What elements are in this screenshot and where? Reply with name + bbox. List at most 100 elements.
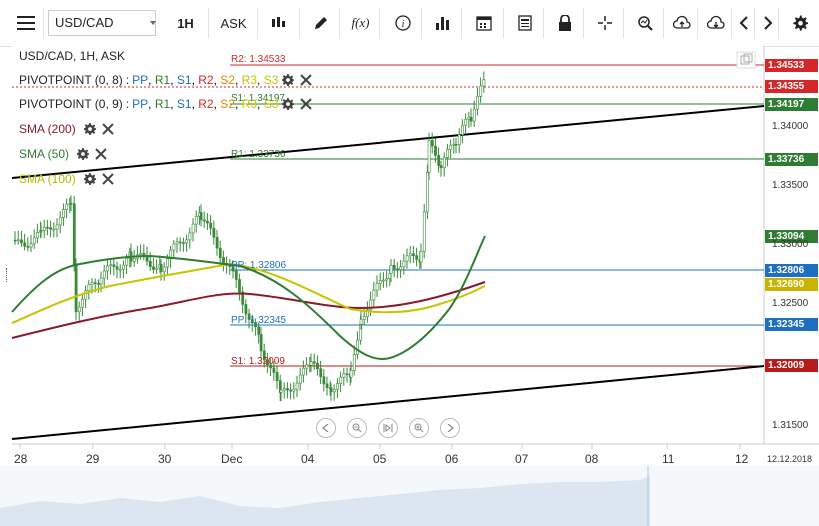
- candle-body: [244, 304, 248, 315]
- legend-separator: :: [125, 97, 130, 111]
- pivot-legend-1[interactable]: PIVOTPOINT (0, 8) : PP, R1, S1, R2, S2, …: [19, 73, 314, 87]
- zoom-in-button[interactable]: [409, 418, 429, 438]
- zoom-out-button[interactable]: [347, 418, 367, 438]
- template-button[interactable]: [506, 8, 544, 38]
- draw-button[interactable]: [302, 8, 340, 38]
- gear-icon[interactable]: [83, 173, 96, 185]
- pp-pivot-label-a: PP: 1.32806: [231, 260, 287, 271]
- candle-body: [74, 264, 78, 313]
- candle-body: [356, 339, 359, 355]
- cloud-download-icon: [706, 15, 725, 29]
- legend-comma: ,: [170, 97, 174, 111]
- price-tag: 1.33094: [765, 230, 818, 243]
- candle-body: [339, 376, 343, 384]
- gear-icon[interactable]: [83, 123, 96, 135]
- candle-body: [385, 278, 389, 281]
- candle-body: [84, 290, 88, 300]
- sma-50-legend[interactable]: SMA (50): [19, 147, 109, 161]
- price-chart[interactable]: [0, 46, 819, 526]
- sma-100-legend[interactable]: SMA (100): [19, 172, 116, 186]
- candle-body: [188, 232, 192, 241]
- zoom-button[interactable]: [626, 8, 664, 38]
- close-icon[interactable]: [101, 173, 114, 185]
- upload-button[interactable]: [666, 8, 698, 38]
- indicators-button[interactable]: f(x): [342, 8, 380, 38]
- close-icon[interactable]: [95, 148, 107, 160]
- candle-body: [106, 265, 109, 272]
- price-type-button[interactable]: ASK: [210, 8, 258, 38]
- reset-button[interactable]: [378, 418, 398, 438]
- r2-pivot-label: R2: 1.34533: [231, 54, 286, 65]
- candle-body: [262, 350, 266, 361]
- drag-handle[interactable]: [6, 268, 10, 282]
- legend-comma: ,: [170, 73, 174, 87]
- crosshair-button[interactable]: [586, 8, 624, 38]
- pan-left-button[interactable]: [316, 418, 336, 438]
- sma-100-label: SMA (100): [19, 172, 76, 186]
- s1-pivot-label-hidden: S1: 1.34197: [231, 93, 285, 104]
- sma-50-label: SMA (50): [19, 147, 70, 161]
- close-icon[interactable]: [101, 123, 114, 135]
- legend-comma: ,: [257, 73, 261, 87]
- legend-s2: S2: [220, 97, 235, 111]
- scroll-right-button[interactable]: [757, 8, 779, 38]
- candle-body: [316, 362, 319, 369]
- symbol-dropdown-icon[interactable]: [148, 8, 158, 38]
- candle-body: [442, 157, 446, 169]
- calendar-button[interactable]: [464, 8, 504, 38]
- candle-body: [26, 245, 30, 248]
- candle-body: [332, 388, 336, 393]
- close-icon[interactable]: [300, 98, 313, 110]
- svg-text:i: i: [401, 19, 404, 30]
- toolbar: USD/CAD 1H ASK f(x) i: [0, 0, 819, 47]
- candle-body: [405, 255, 409, 262]
- download-button[interactable]: [700, 8, 732, 38]
- scroll-left-button[interactable]: [733, 8, 755, 38]
- candle-body: [437, 155, 441, 166]
- candle-body: [102, 270, 106, 279]
- info-button[interactable]: i: [384, 8, 422, 38]
- candle-body: [191, 223, 195, 234]
- hamburger-icon: [16, 16, 35, 30]
- candle-body: [222, 257, 225, 264]
- candle-body: [16, 239, 20, 242]
- candle-body: [152, 266, 155, 270]
- gear-icon[interactable]: [77, 148, 90, 160]
- settings-button[interactable]: [788, 8, 812, 38]
- candle-body: [52, 228, 56, 231]
- candle-body: [389, 264, 393, 274]
- pan-right-button[interactable]: [440, 418, 460, 438]
- candle-body: [359, 319, 363, 325]
- symbol-input[interactable]: USD/CAD: [48, 10, 156, 36]
- bar-chart-icon: [435, 17, 449, 30]
- candle-body: [36, 232, 39, 239]
- chart-type-button[interactable]: [258, 8, 300, 38]
- close-icon[interactable]: [300, 74, 313, 86]
- pivot-legend-2[interactable]: PIVOTPOINT (0, 9) : PP, R1, S1, R2, S2, …: [19, 97, 314, 111]
- legend-comma: ,: [148, 73, 152, 87]
- candle-body: [87, 284, 91, 291]
- legend-comma: ,: [234, 73, 239, 87]
- sma-200-legend[interactable]: SMA (200): [19, 122, 116, 136]
- candle-body: [29, 243, 33, 248]
- candle-body: [430, 140, 434, 147]
- x-axis-label: 12: [735, 452, 749, 466]
- lock-button[interactable]: [546, 8, 584, 38]
- candle-body: [139, 252, 143, 256]
- sma-50-line: [11, 235, 486, 360]
- legend-s1: S1: [176, 73, 192, 87]
- candle-body: [93, 282, 97, 284]
- legend-comma: ,: [148, 97, 152, 111]
- candle-body: [279, 389, 283, 393]
- candle-body: [349, 370, 353, 378]
- x-axis-label: 29: [86, 452, 100, 466]
- candle-body: [312, 361, 316, 364]
- gear-icon[interactable]: [282, 74, 295, 86]
- bars-button[interactable]: [424, 8, 462, 38]
- timeframe-button[interactable]: 1H: [163, 8, 209, 38]
- zoom-icon: [637, 16, 653, 31]
- menu-button[interactable]: [8, 8, 44, 38]
- maximize-icon[interactable]: [736, 51, 756, 69]
- upper-trend-line: [11, 105, 765, 179]
- gear-icon[interactable]: [282, 98, 295, 110]
